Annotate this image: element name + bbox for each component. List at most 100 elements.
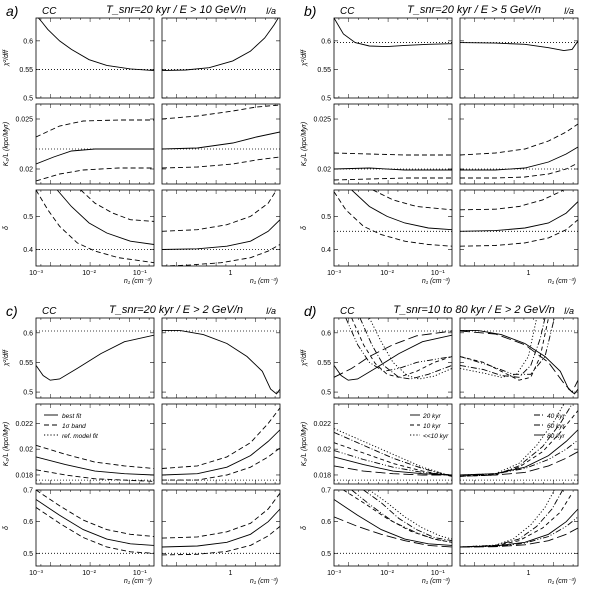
band-upper-line bbox=[162, 492, 280, 539]
subplot-frame bbox=[161, 17, 281, 99]
subplot-right bbox=[460, 40, 578, 52]
series-line-longdash bbox=[334, 465, 452, 476]
subplot-frame bbox=[333, 189, 453, 267]
band-upper-line bbox=[334, 152, 452, 156]
x-tick-label: 10⁻² bbox=[82, 570, 96, 577]
panel-title: T_snr=20 kyr / E > 5 GeV/n bbox=[407, 4, 541, 16]
series-line-solid bbox=[460, 508, 578, 548]
y-tick-label: 0.5 bbox=[23, 214, 33, 221]
y-axis-label: χ²/dff bbox=[301, 49, 308, 67]
subplot-right bbox=[460, 190, 578, 247]
y-axis-label: δ bbox=[301, 526, 308, 530]
x-axis-label: n₁ (cm⁻³) bbox=[422, 278, 450, 285]
x-tick-label: 10⁻³ bbox=[327, 570, 341, 577]
series-line-solid bbox=[334, 456, 452, 476]
y-tick-label: 0.55 bbox=[19, 360, 33, 367]
subplot-frame bbox=[35, 403, 155, 485]
band-lower-line bbox=[162, 526, 280, 556]
best-fit-line bbox=[460, 146, 578, 171]
series-line-solid bbox=[460, 329, 578, 395]
series-line-longdash bbox=[460, 451, 578, 476]
subplot-right bbox=[162, 329, 280, 395]
x-axis-label: n₁ (cm⁻³) bbox=[250, 578, 278, 585]
x-axis-label: n₁ (cm⁻³) bbox=[422, 578, 450, 585]
panel-label: b) bbox=[304, 3, 316, 19]
subplot-frame bbox=[333, 489, 453, 567]
legend-label: 40 kyr bbox=[547, 413, 566, 420]
subplot-frame bbox=[333, 103, 453, 185]
subplot-right bbox=[162, 492, 280, 556]
subplot-right bbox=[460, 318, 578, 395]
y-axis-label: χ²/dff bbox=[3, 349, 10, 367]
series-line-dashdot bbox=[359, 318, 452, 380]
subplot-right bbox=[460, 123, 578, 179]
subplot-frame bbox=[459, 189, 579, 267]
series-line-dash bbox=[460, 492, 573, 548]
subplot-frame bbox=[333, 403, 453, 485]
best-fit-line bbox=[37, 18, 154, 72]
x-tick-label: 1 bbox=[228, 270, 232, 277]
subplot-frame bbox=[459, 103, 579, 185]
best-fit-line bbox=[162, 219, 280, 250]
series-line-longdash bbox=[334, 330, 452, 378]
panel-title-right: I/a bbox=[564, 6, 574, 16]
subplot-left bbox=[36, 490, 154, 554]
y-tick-label: 0.5 bbox=[23, 390, 33, 397]
best-fit-line bbox=[334, 167, 452, 171]
best-fit-line bbox=[334, 18, 452, 48]
band-upper-line bbox=[36, 444, 154, 469]
series-line-dash bbox=[460, 410, 578, 477]
best-fit-line bbox=[162, 508, 280, 548]
series-line-dash bbox=[351, 318, 452, 378]
series-line-dot bbox=[368, 318, 452, 380]
subplot-frame bbox=[35, 317, 155, 399]
best-fit-line bbox=[460, 40, 578, 52]
best-fit-line bbox=[162, 429, 280, 476]
subplot-frame bbox=[161, 403, 281, 485]
panel-d: d) CC T_snr=10 to 80 kyr / E > 2 GeV/n I/a χ… bbox=[301, 303, 579, 585]
subplot-left bbox=[334, 318, 452, 381]
subplot-left bbox=[334, 190, 452, 247]
series-line-dashdotdot bbox=[460, 439, 578, 476]
panel-title: T_snr=20 kyr / E > 2 GeV/n bbox=[109, 304, 243, 316]
panel-title-right: I/a bbox=[564, 306, 574, 316]
x-tick-label: 10⁻² bbox=[82, 270, 96, 277]
band-upper-line bbox=[162, 190, 277, 232]
y-tick-label: 0.022 bbox=[313, 421, 331, 428]
series-line-dashdotdot bbox=[460, 516, 578, 548]
subplot-frame bbox=[459, 317, 579, 399]
panel-title-right: I/a bbox=[266, 6, 276, 16]
series-line-solid bbox=[334, 334, 452, 381]
panel-title-left: CC bbox=[340, 306, 355, 317]
subplot-left bbox=[36, 18, 154, 72]
panel-title-left: CC bbox=[42, 306, 57, 317]
subplot-frame bbox=[35, 17, 155, 99]
subplot-left bbox=[36, 330, 154, 381]
band-lower-line bbox=[36, 507, 154, 554]
y-tick-label: 0.02 bbox=[19, 167, 33, 174]
subplot-frame bbox=[161, 317, 281, 399]
band-lower-line bbox=[36, 469, 154, 482]
series-line-dashdot bbox=[363, 490, 452, 542]
subplot-frame bbox=[333, 17, 453, 99]
legend-label: <<10 kyr bbox=[423, 433, 449, 440]
y-tick-label: 0.02 bbox=[317, 167, 331, 174]
subplot-left bbox=[36, 119, 154, 182]
subplot-left bbox=[334, 490, 452, 554]
y-axis-label: χ²/dff bbox=[3, 49, 10, 67]
panel-b: b) CC T_snr=20 kyr / E > 5 GeV/n I/a χ²/dff 0… bbox=[301, 3, 579, 285]
subplot-frame bbox=[35, 489, 155, 567]
band-upper-line bbox=[162, 407, 280, 469]
series-line-dashdot bbox=[460, 404, 573, 477]
panel-a: a) CC T_snr=20 kyr / E > 10 GeV/n I/a χ²/dff… bbox=[3, 3, 281, 285]
band-lower-line bbox=[460, 219, 578, 247]
band-lower-line bbox=[36, 190, 154, 264]
y-axis-label: δ bbox=[3, 226, 10, 230]
subplot-frame bbox=[333, 317, 453, 399]
subplot-left bbox=[334, 428, 452, 481]
subplot-frame bbox=[459, 489, 579, 567]
x-tick-label: 10⁻¹ bbox=[431, 270, 445, 277]
y-tick-label: 0.022 bbox=[15, 421, 33, 428]
subplot-frame bbox=[161, 489, 281, 567]
y-tick-label: 0.7 bbox=[23, 488, 33, 495]
